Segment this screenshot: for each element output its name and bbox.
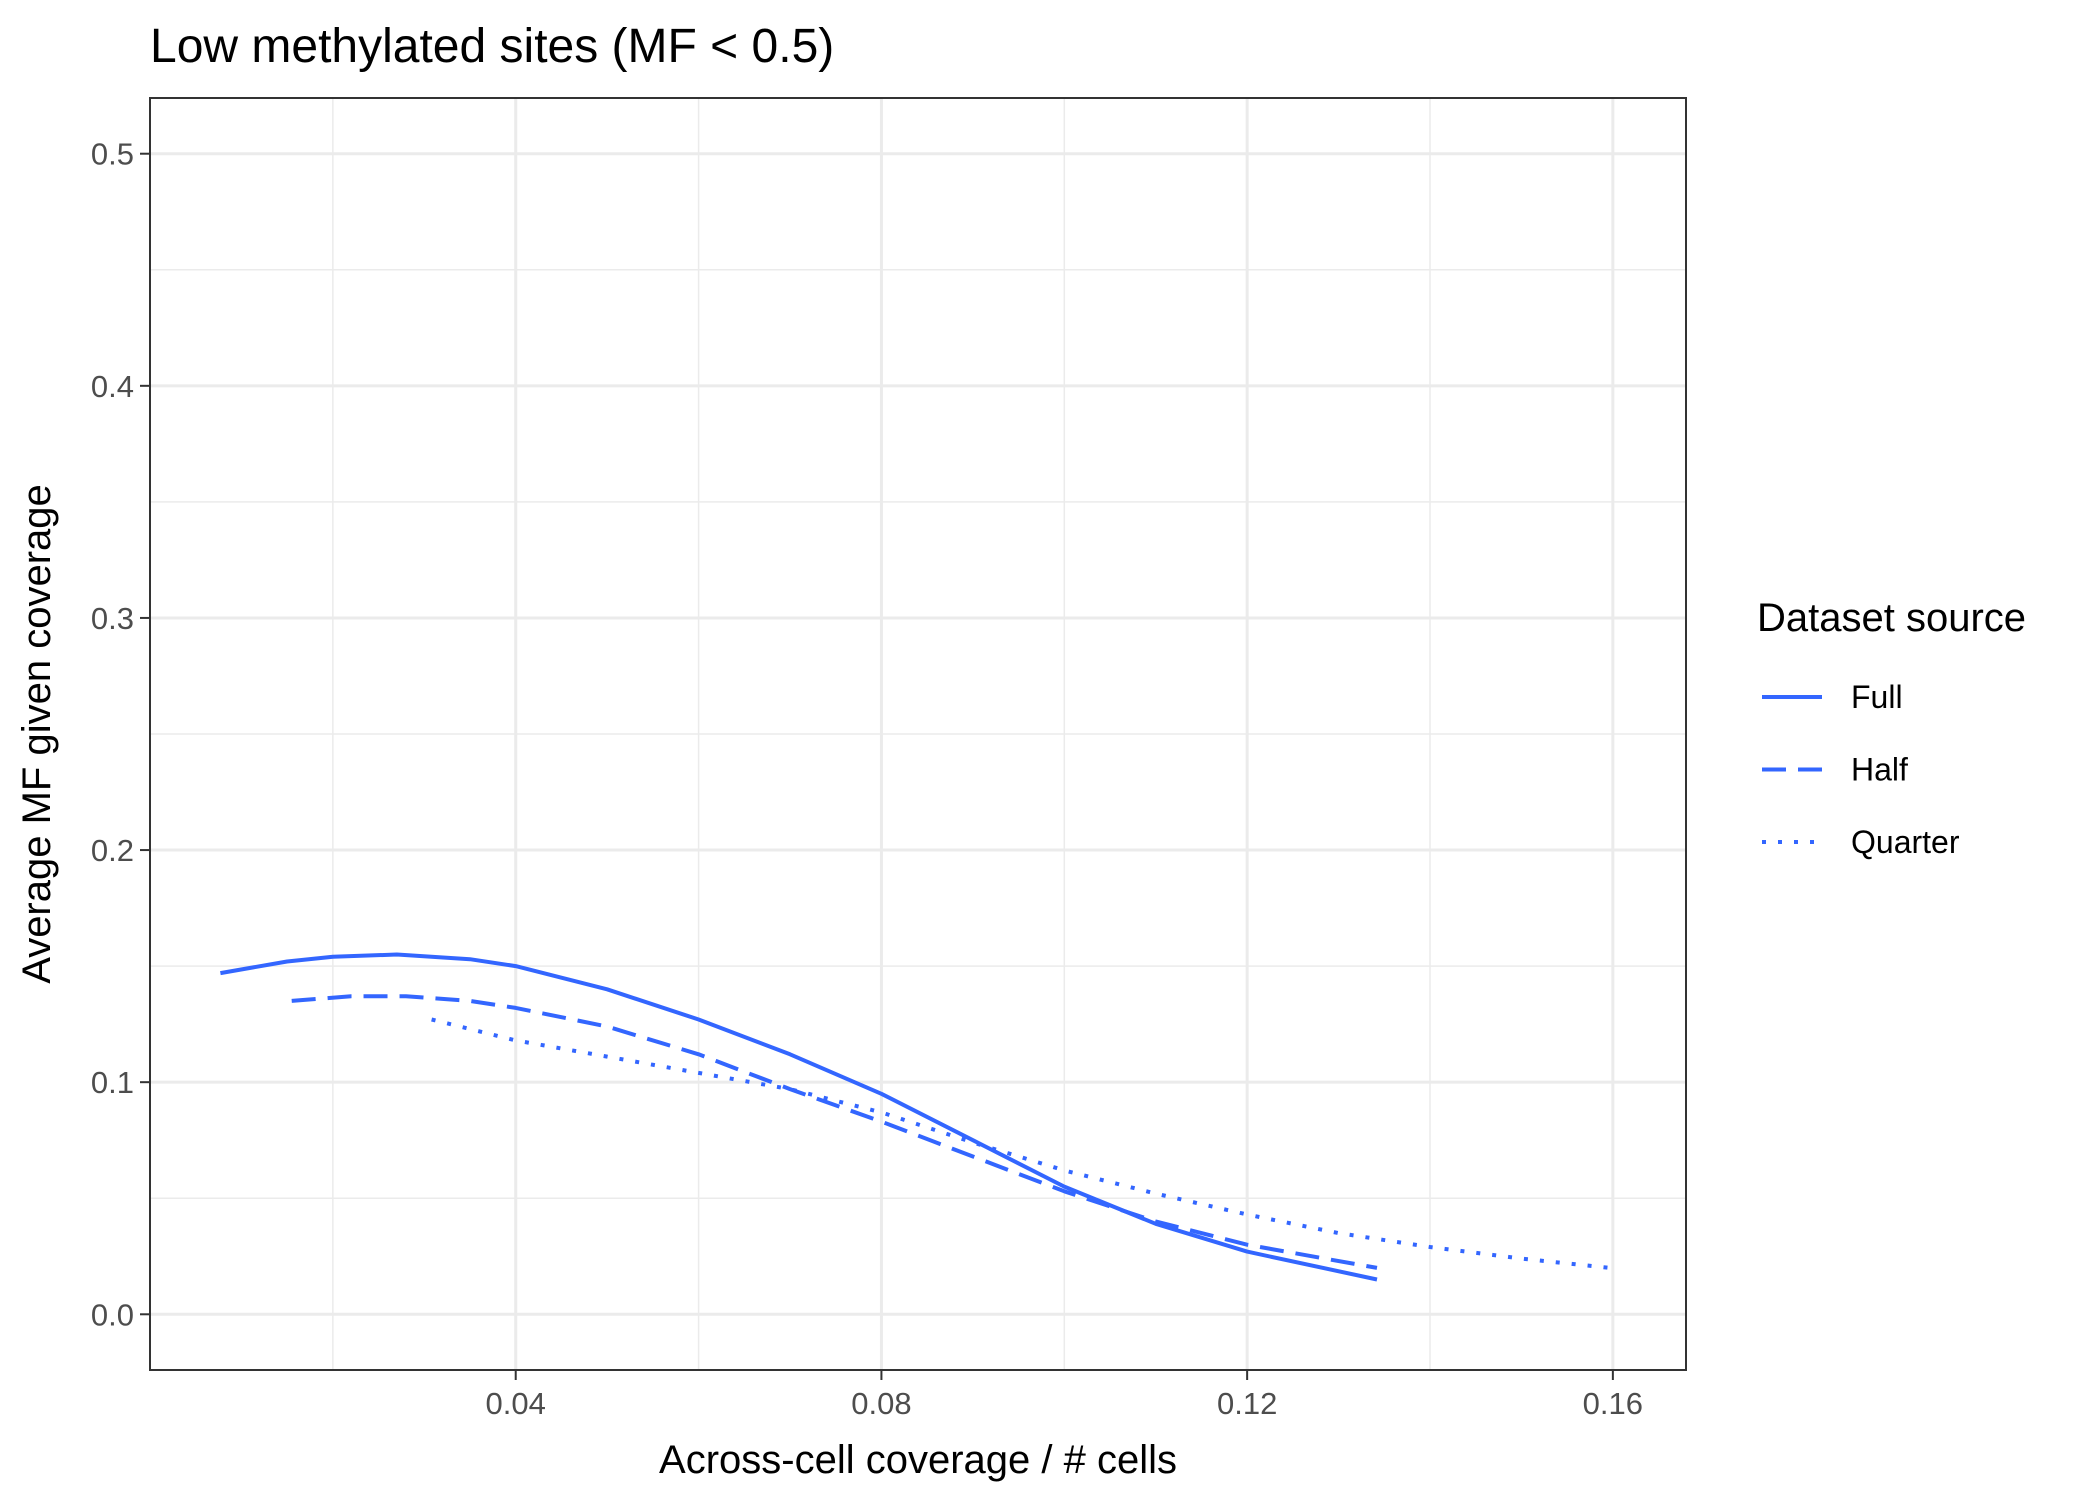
y-axis: 0.0 0.1 0.2 0.3 0.4 0.5 [91,137,150,1332]
series-layer [220,952,1611,1282]
grid-minor [150,98,1686,1370]
legend-label-half: Half [1851,752,1908,788]
panel-border [149,97,1687,1371]
legend-label-quarter: Quarter [1851,824,1960,860]
x-tick-label: 0.16 [1583,1386,1643,1421]
series-line-quarter [431,1017,1611,1270]
legend-label-full: Full [1851,679,1903,715]
y-tick-label: 0.3 [91,601,134,636]
y-tick-label: 0.1 [91,1065,134,1100]
x-tick-label: 0.04 [486,1386,546,1421]
legend: Dataset source Full Half Quarter [1757,596,2026,860]
y-tick-label: 0.5 [91,137,134,172]
series-line-half [291,994,1378,1270]
y-tick-label: 0.0 [91,1297,134,1332]
x-tick-label: 0.12 [1217,1386,1277,1421]
grid-major [150,98,1686,1370]
legend-title: Dataset source [1757,596,2026,640]
x-axis: 0.04 0.08 0.12 0.16 [486,1370,1643,1421]
chart-title: Low methylated sites (MF < 0.5) [150,20,834,73]
y-axis-title: Average MF given coverage [15,484,59,984]
x-tick-label: 0.08 [851,1386,911,1421]
y-tick-label: 0.4 [91,369,134,404]
y-tick-label: 0.2 [91,833,134,868]
x-axis-title: Across-cell coverage / # cells [659,1438,1177,1482]
